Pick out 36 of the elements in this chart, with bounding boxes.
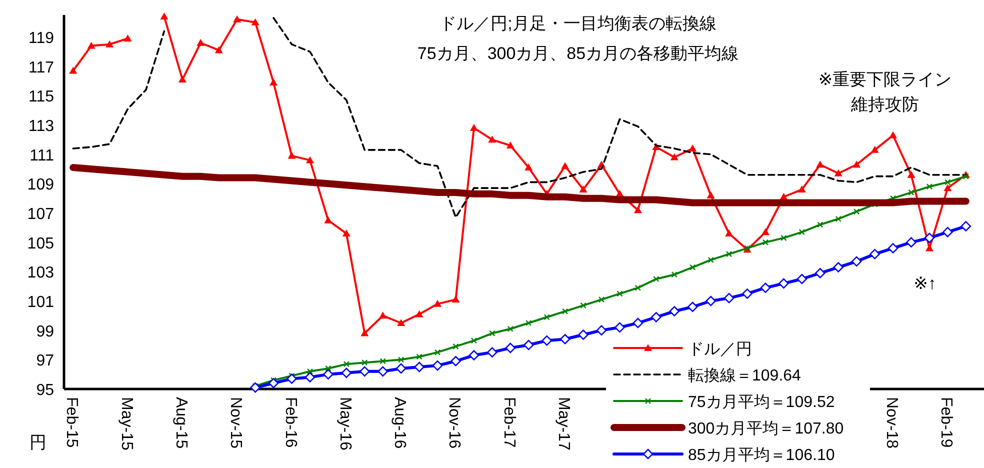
x-tick-label: Aug-16	[391, 397, 408, 449]
y-tick-label: 119	[28, 30, 54, 47]
x-tick-label: Feb-16	[282, 397, 299, 448]
legend-label: 転換線＝109.64	[688, 368, 802, 384]
y-tick-label: 97	[36, 352, 54, 370]
x-tick-label: Feb-19	[938, 397, 955, 448]
annotation: ※重要下限ライン	[818, 70, 952, 89]
legend-label: 300カ月平均＝107.80	[688, 420, 844, 438]
y-tick-label: 107	[27, 206, 54, 223]
x-tick-label: May-17	[555, 397, 572, 450]
y-tick-label: 113	[28, 118, 54, 135]
y-tick-label: 101	[27, 294, 54, 311]
subtitle: 75カ月、300カ月、85カ月の各移動平均線	[417, 44, 739, 63]
legend-label: ドル／円	[688, 341, 752, 358]
ylabel: 円	[30, 433, 46, 452]
legend-label: 75カ月平均＝109.52	[688, 394, 835, 411]
y-tick-label: 99	[36, 323, 54, 340]
y-tick-label: 95	[36, 382, 54, 399]
x-tick-label: Feb-15	[63, 397, 80, 448]
x-tick-label: May-16	[336, 397, 354, 450]
x-tick-label: Nov-16	[446, 397, 463, 449]
annotation: ※↑	[914, 274, 936, 293]
y-tick-label: 117	[28, 59, 54, 76]
x-tick-label: Nov-15	[227, 397, 244, 449]
legend-label: 85カ月平均＝106.10	[688, 447, 835, 464]
y-tick-label: 103	[27, 264, 54, 282]
y-tick-label: 109	[27, 176, 54, 194]
y-tick-label: 105	[27, 235, 54, 252]
y-tick-label: 111	[30, 147, 54, 164]
x-tick-label: Nov-18	[883, 397, 900, 449]
title: ドル／円;月足・一目均衡表の転換線	[440, 14, 716, 33]
annotation: 維持攻防	[851, 95, 919, 114]
y-tick-label: 115	[28, 88, 54, 106]
x-tick-label: Aug-15	[172, 397, 190, 449]
x-tick-label: May-15	[118, 397, 135, 450]
x-tick-label: Feb-17	[500, 397, 518, 448]
